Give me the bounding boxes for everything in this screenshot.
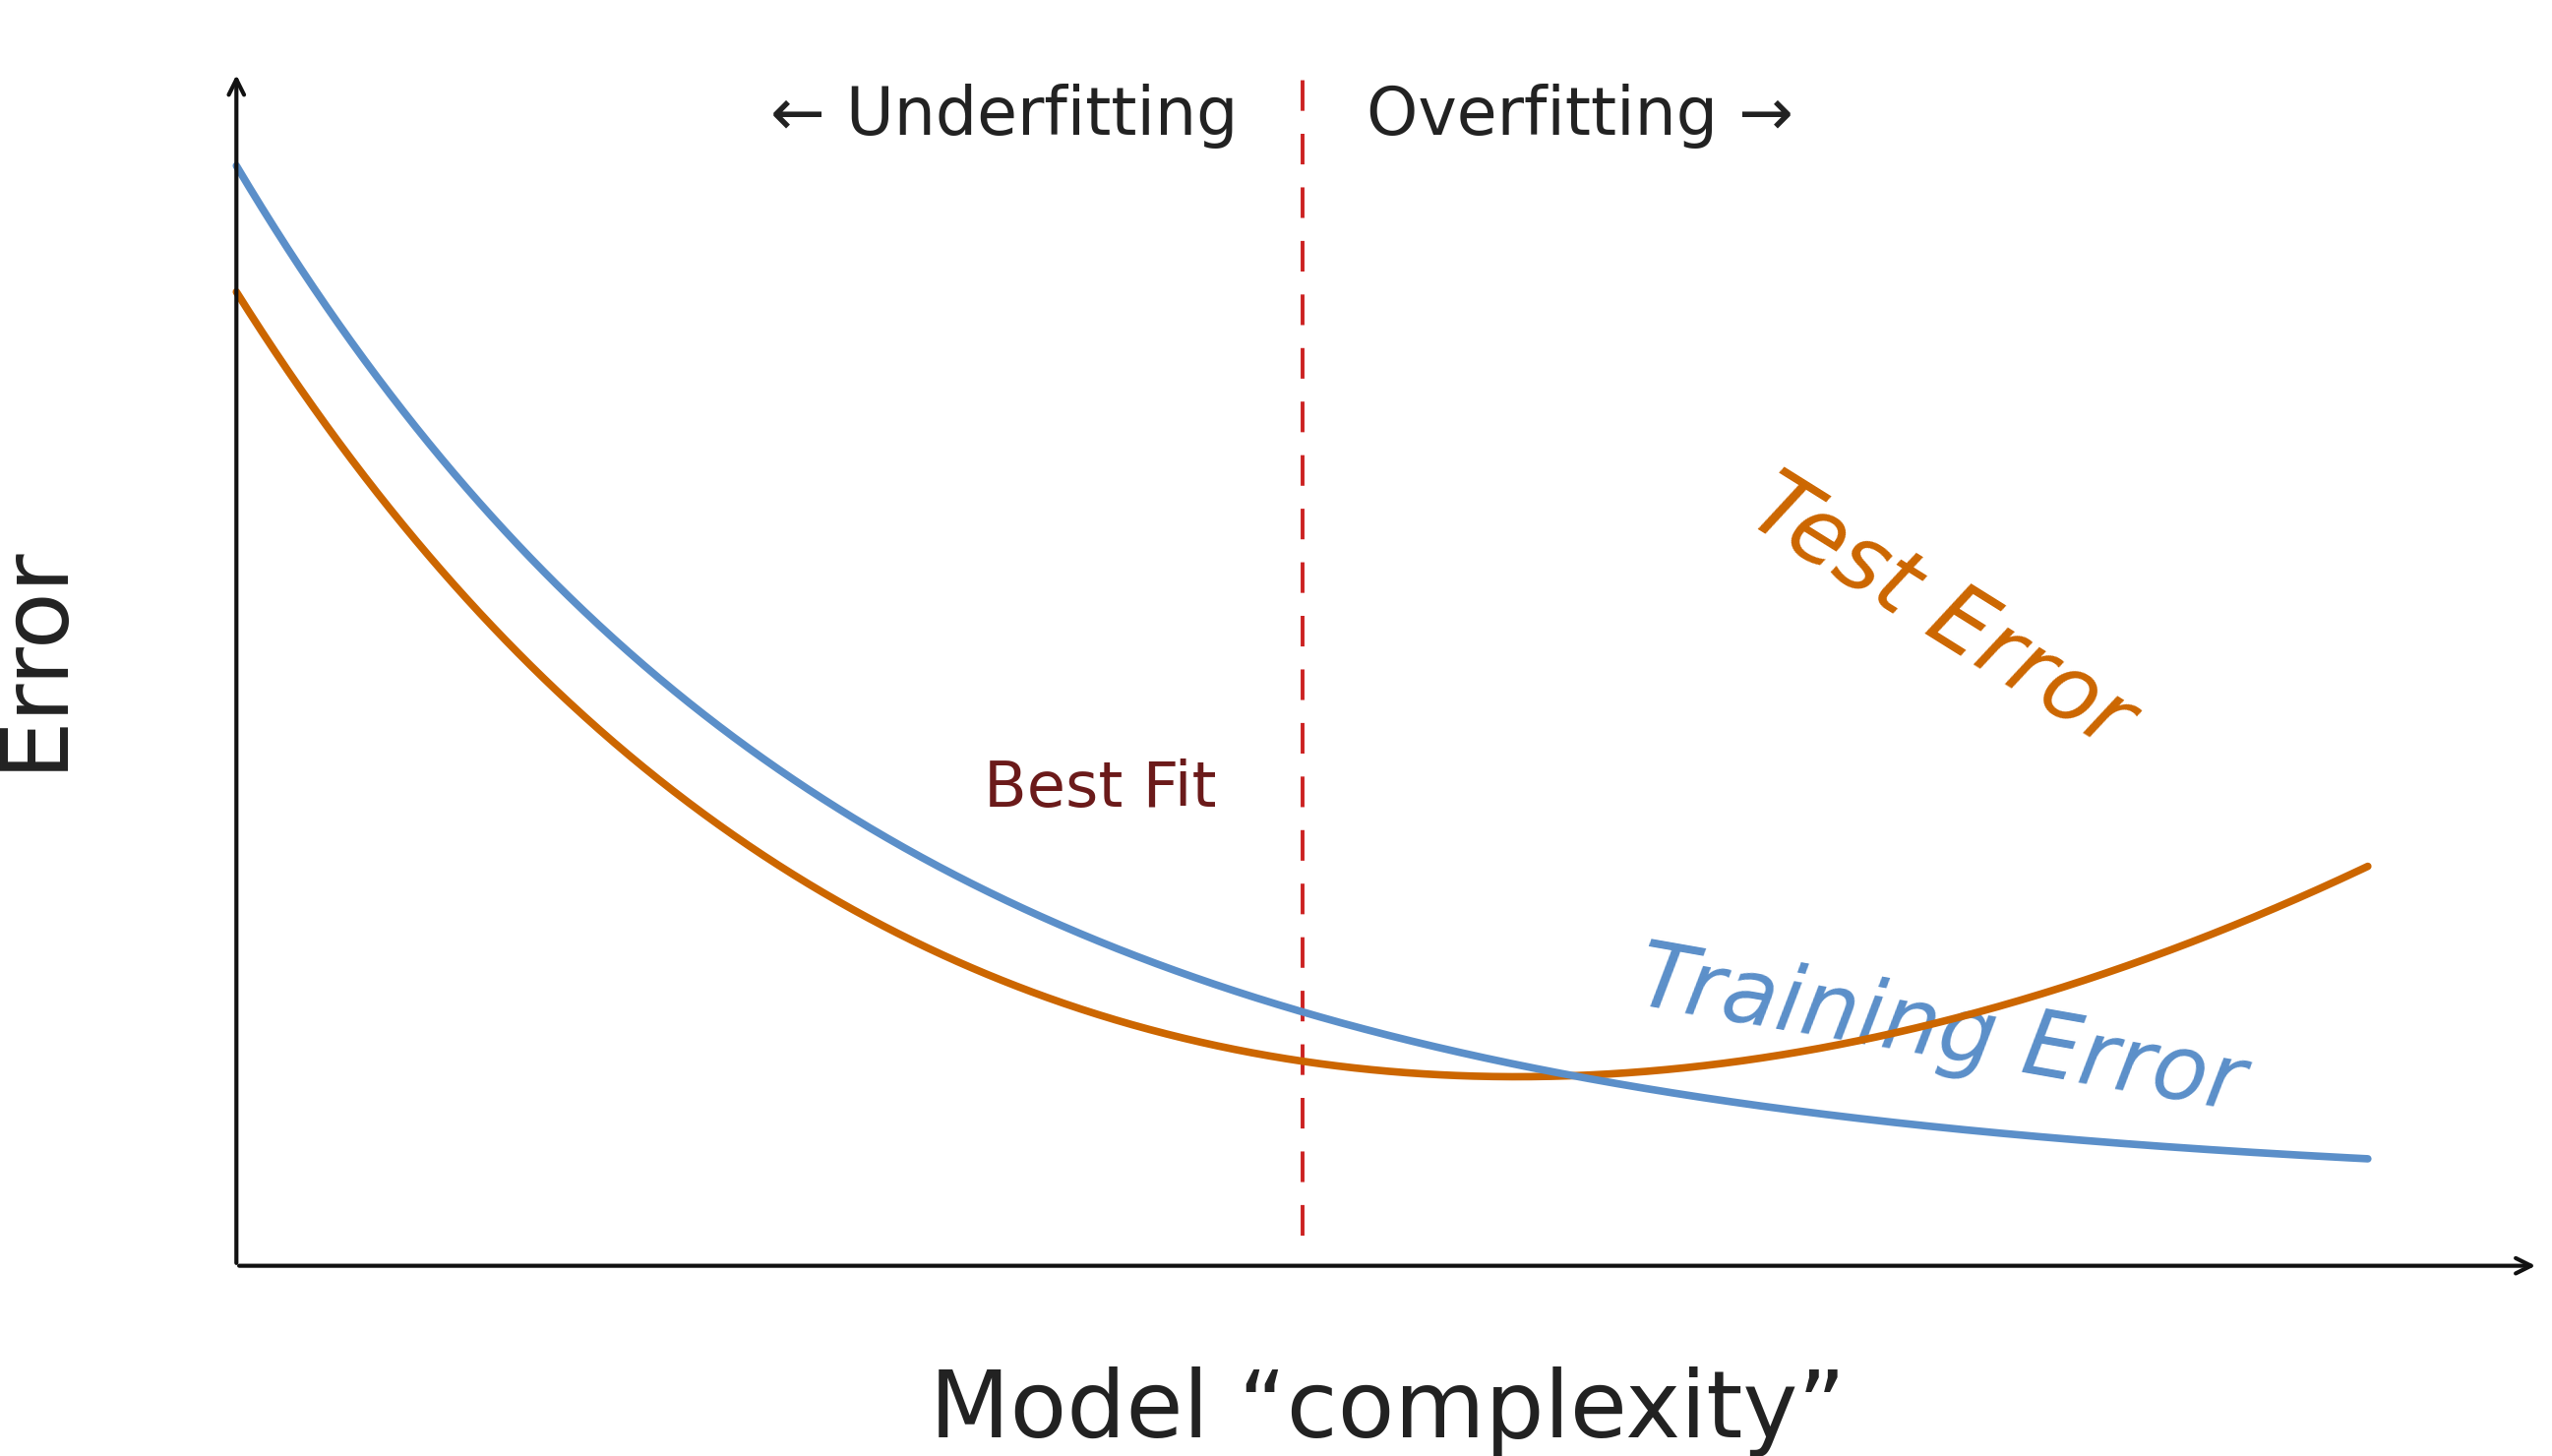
Text: Test Error: Test Error [1735,462,2149,766]
Text: Error: Error [0,545,79,770]
Text: ← Underfitting: ← Underfitting [771,83,1238,149]
Text: Best Fit: Best Fit [985,759,1217,820]
Text: Overfitting →: Overfitting → [1365,83,1794,149]
Text: Training Error: Training Error [1631,935,2251,1128]
Text: Model “complexity”: Model “complexity” [929,1367,1845,1456]
